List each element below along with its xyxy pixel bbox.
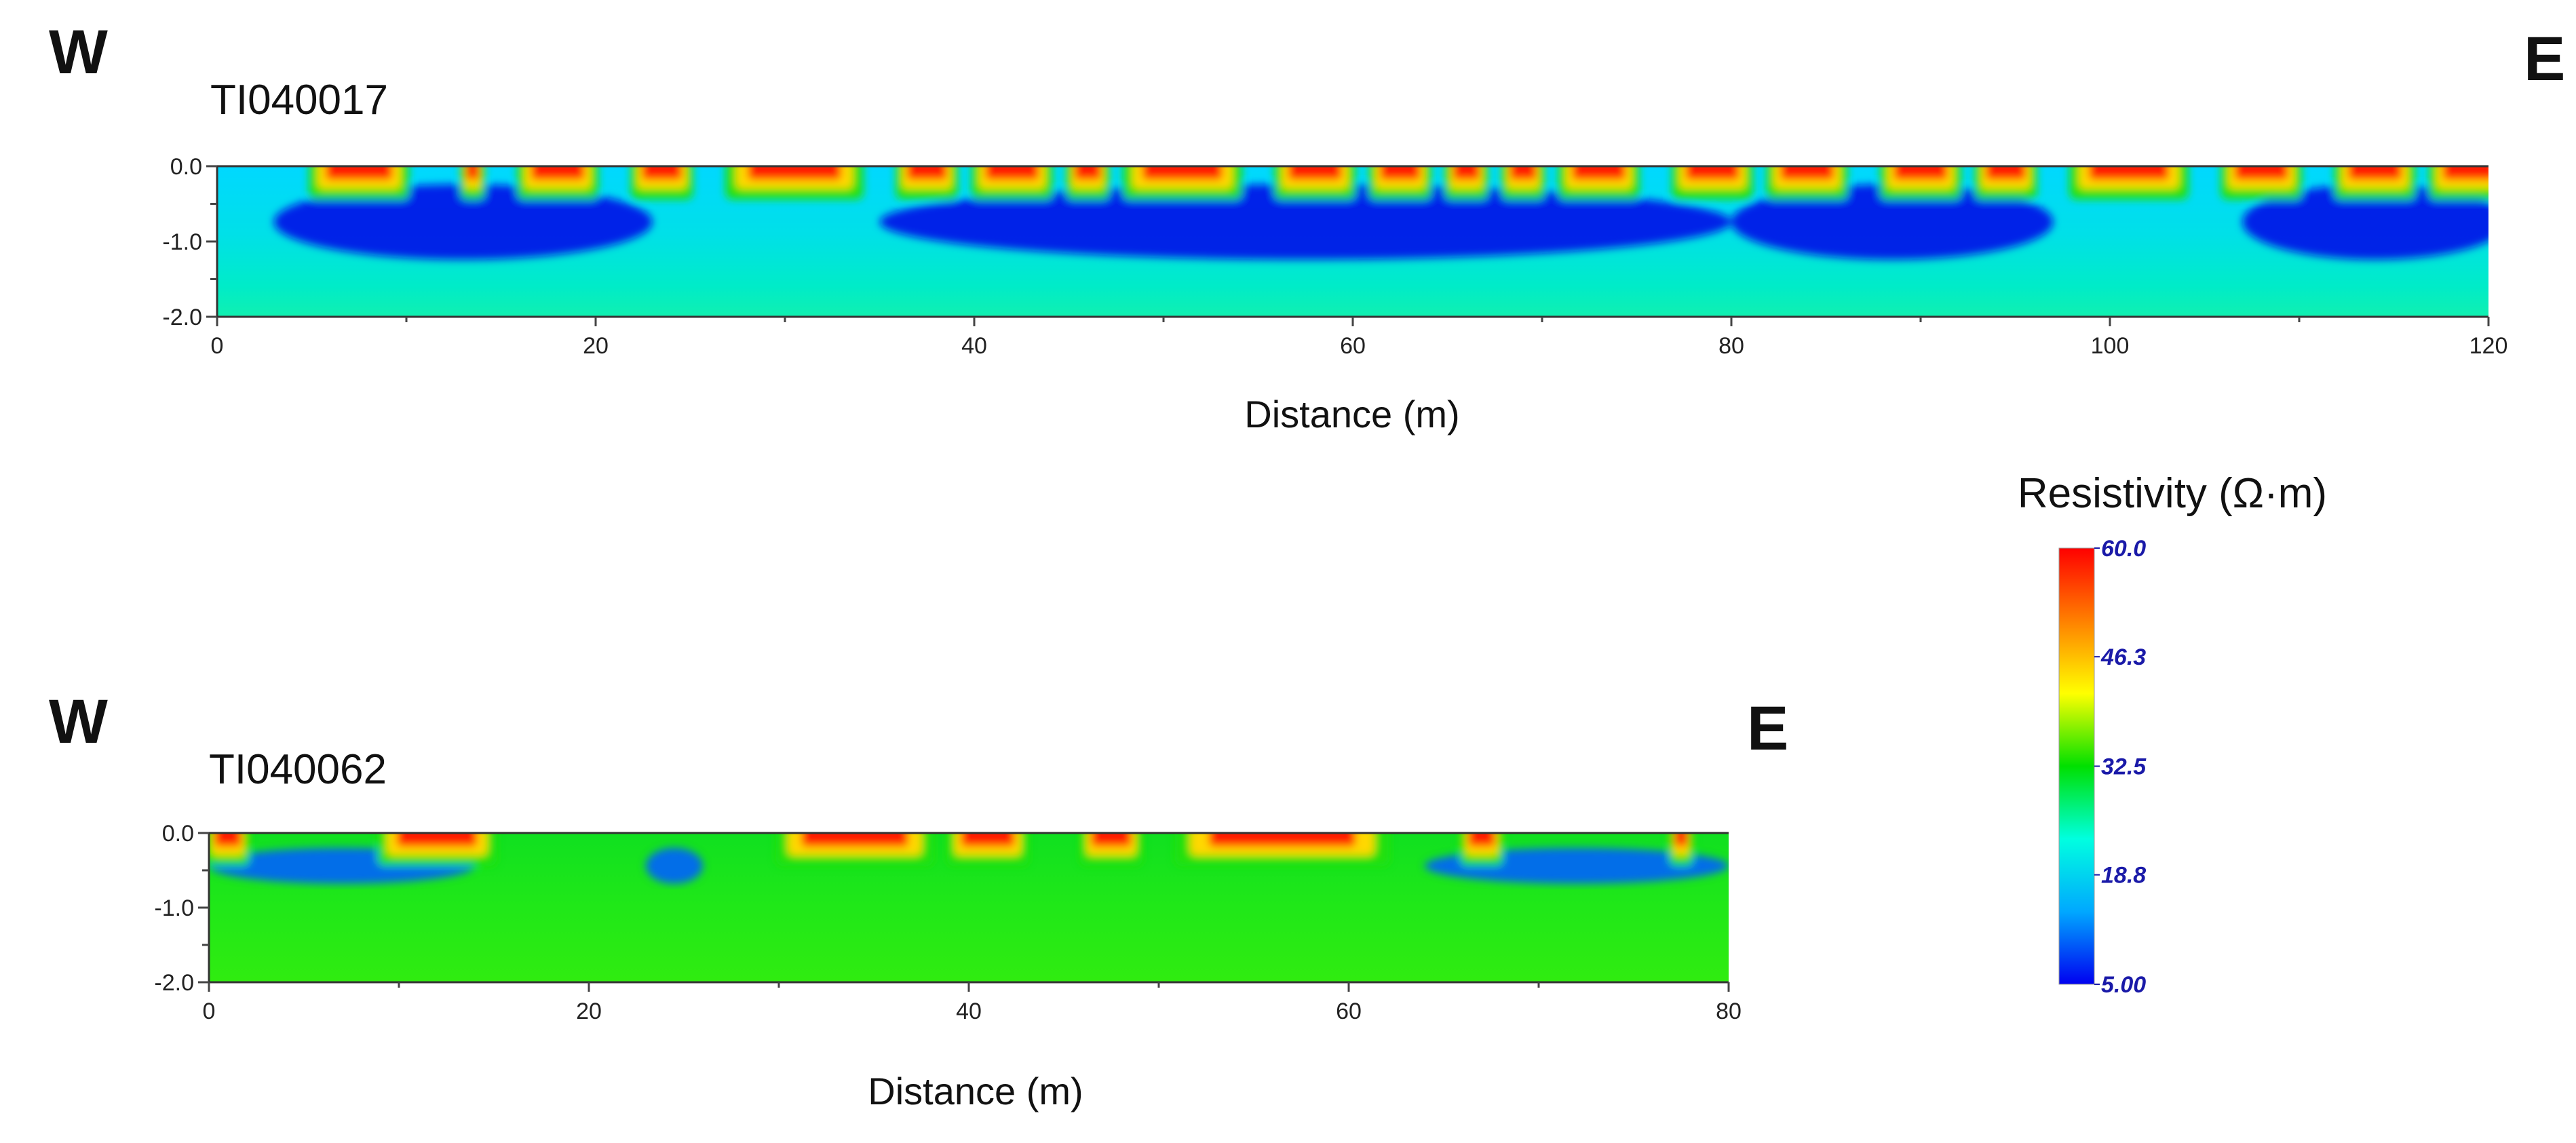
low-resistivity-zone — [2242, 184, 2488, 260]
low-resistivity-zone — [1731, 184, 2054, 260]
high-resistivity-segment — [1880, 166, 1961, 199]
high-resistivity-segment — [1066, 166, 1110, 199]
x-tick-label: 80 — [1718, 333, 1744, 359]
axes-top: 0 20 40 60 80 100 120 0.0 -1.0 -2.0 — [162, 154, 2507, 359]
high-resistivity-segment — [725, 166, 864, 199]
x-axis-label-top: Distance (m) — [1244, 393, 1459, 435]
high-resistivity-segment — [1672, 166, 1753, 199]
low-resistivity-zone — [646, 848, 703, 884]
x-tick-label: 0 — [203, 999, 216, 1024]
high-resistivity-segment — [377, 833, 497, 866]
resistivity-section-bottom — [209, 833, 1729, 982]
high-resistivity-segment — [1766, 166, 1848, 199]
high-resistivity-segment — [1669, 833, 1693, 866]
colorbar-tick-label: 5.00 — [2101, 972, 2146, 998]
high-resistivity-segment — [1974, 166, 2037, 199]
high-resistivity-segment — [1460, 833, 1503, 866]
east-label-bottom: E — [1747, 694, 1788, 763]
section-title-top: TI040017 — [210, 77, 388, 123]
axes-bottom: 0 20 40 60 80 0.0 -1.0 -2.0 — [154, 821, 1742, 1024]
x-tick-label: 40 — [956, 999, 982, 1024]
x-tick-label: 80 — [1716, 999, 1742, 1024]
high-resistivity-segment — [776, 833, 934, 866]
high-resistivity-segment — [972, 166, 1053, 199]
y-tick-label: -2.0 — [154, 970, 194, 996]
x-tick-label: 20 — [583, 333, 609, 359]
east-label-top: E — [2524, 24, 2565, 94]
high-resistivity-segment — [630, 166, 693, 199]
colorbar-scale: 60.0 46.3 32.5 18.8 5.00 — [2058, 536, 2147, 998]
y-tick-label: -1.0 — [162, 229, 202, 255]
section-ti040017: W E TI040017 0 20 40 60 80 100 1200.0-1.0-2.0 … — [49, 18, 2565, 435]
west-label-bottom: W — [49, 687, 108, 756]
high-resistivity-segment — [947, 833, 1029, 866]
high-resistivity-segment — [1368, 166, 1431, 199]
west-label-top: W — [49, 18, 108, 87]
resistivity-section-top — [217, 166, 2488, 317]
y-tick-label: 0.0 — [170, 154, 202, 180]
section-title-bottom: TI040062 — [209, 746, 387, 793]
high-resistivity-segment — [460, 166, 485, 199]
x-tick-label: 120 — [2469, 333, 2508, 359]
high-resistivity-segment — [1080, 833, 1142, 866]
x-tick-label: 100 — [2091, 333, 2130, 359]
low-resistivity-zone — [273, 184, 653, 260]
x-tick-label: 60 — [1340, 333, 1366, 359]
high-resistivity-segment — [2334, 166, 2416, 199]
y-tick-label: -2.0 — [162, 305, 202, 330]
colorbar: Resistivity (Ω·m) 60.0 46.3 32.5 18.8 5.00 — [2018, 470, 2327, 998]
colorbar-tick-label: 18.8 — [2101, 863, 2146, 889]
y-tick-label: 0.0 — [162, 821, 194, 847]
high-resistivity-segment — [1501, 166, 1545, 199]
high-resistivity-segment — [896, 166, 959, 199]
x-tick-label: 40 — [961, 333, 987, 359]
section-ti040062: W E TI040062 0 20 40 60 80 0.0 -1.0 -2.0 Distan… — [49, 687, 1788, 1112]
colorbar-tick-label: 60.0 — [2101, 536, 2146, 562]
x-tick-label: 20 — [576, 999, 602, 1024]
high-resistivity-segment — [2069, 166, 2189, 199]
colorbar-gradient — [2058, 547, 2095, 985]
high-resistivity-segment — [2221, 166, 2302, 199]
x-tick-label: 0 — [211, 333, 224, 359]
y-tick-label: -1.0 — [154, 895, 194, 921]
high-resistivity-segment — [2429, 166, 2488, 199]
x-tick-label: 60 — [1336, 999, 1362, 1024]
low-resistivity-zone — [879, 184, 1731, 260]
colorbar-title: Resistivity (Ω·m) — [2018, 470, 2327, 517]
high-resistivity-segment — [309, 166, 409, 199]
high-resistivity-segment — [1558, 166, 1640, 199]
high-resistivity-segment — [209, 833, 250, 866]
high-resistivity-segment — [517, 166, 598, 199]
x-axis-label-bottom: Distance (m) — [868, 1070, 1083, 1112]
colorbar-tick-label: 32.5 — [2101, 754, 2147, 780]
high-resistivity-segment — [1444, 166, 1488, 199]
high-resistivity-segment — [1123, 166, 1242, 199]
high-resistivity-segment — [1175, 833, 1389, 866]
colorbar-tick-label: 46.3 — [2100, 644, 2146, 670]
high-resistivity-segment — [1274, 166, 1356, 199]
